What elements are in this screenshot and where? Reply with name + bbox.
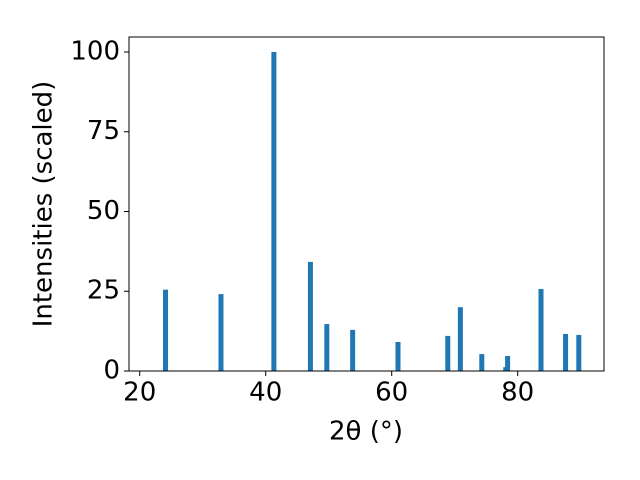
x-tick-label: 60 bbox=[375, 378, 408, 408]
x-tick-label: 40 bbox=[249, 378, 282, 408]
bar bbox=[324, 324, 330, 371]
y-tick-label: 25 bbox=[87, 276, 120, 306]
y-tick-label: 75 bbox=[87, 116, 120, 146]
bar bbox=[457, 307, 463, 371]
bar bbox=[163, 289, 169, 371]
y-axis-label: Intensities (scaled) bbox=[29, 81, 59, 328]
bar bbox=[445, 335, 451, 371]
bar bbox=[350, 329, 356, 371]
bar bbox=[307, 261, 313, 371]
bar bbox=[218, 294, 224, 371]
y-tick-label: 50 bbox=[87, 196, 120, 226]
bar bbox=[538, 289, 544, 371]
bar bbox=[505, 356, 511, 371]
plot-frame bbox=[128, 36, 605, 372]
x-tick-label: 80 bbox=[501, 378, 534, 408]
bar bbox=[576, 334, 582, 371]
bar bbox=[395, 341, 401, 371]
bar bbox=[271, 51, 277, 371]
x-axis-label: 2θ (°) bbox=[329, 417, 403, 447]
bar bbox=[479, 354, 485, 371]
y-tick-label: 0 bbox=[103, 356, 120, 386]
y-tick-label: 100 bbox=[70, 36, 120, 66]
x-tick-label: 20 bbox=[123, 378, 156, 408]
bar bbox=[563, 333, 569, 371]
